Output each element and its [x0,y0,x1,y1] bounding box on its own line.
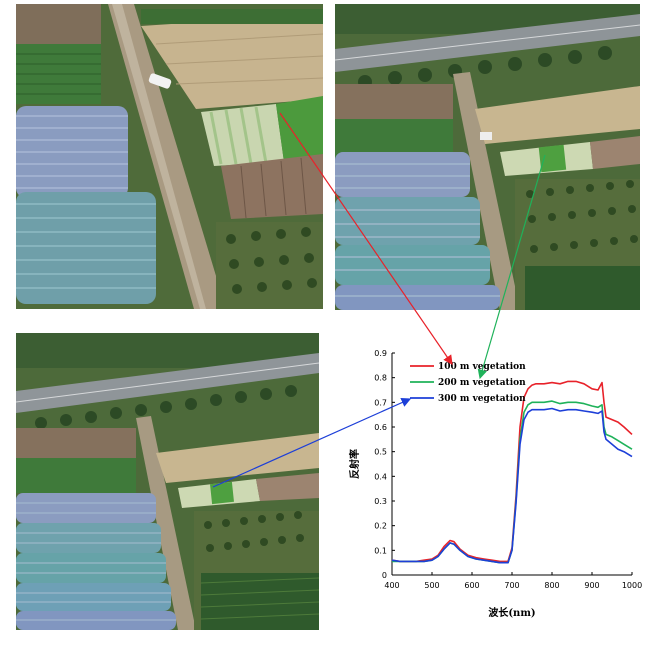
y-axis-label: 反射率 [348,449,361,479]
reflectance-chart: 400 500 600 700 800 900 1000 0 0.1 0.2 0.3 0.4 0.5 0.… [348,349,642,619]
legend-label-3: 300 m vegetation [438,394,526,404]
aerial-photo-100m [16,4,323,309]
x-tick-label: 700 [504,581,519,590]
legend-label-1: 100 m vegetation [438,362,526,372]
y-tick-label: 0.3 [374,497,387,506]
x-tick-label: 400 [384,581,399,590]
y-tick-label: 0.6 [374,423,387,432]
y-tick-label: 0.5 [374,448,387,457]
x-tick-label: 800 [544,581,559,590]
aerial-photo-200m [335,4,640,310]
y-tick-label: 0.4 [374,472,387,481]
y-tick-label: 0 [382,571,387,580]
y-tick-label: 0.8 [374,374,387,383]
x-tick-label: 1000 [622,581,642,590]
series-line-3 [391,407,633,564]
x-tick-label: 600 [464,581,479,590]
x-tick-label: 500 [424,581,439,590]
series-lines [391,380,633,564]
x-axis-label: 波长(nm) [488,606,535,619]
series-line-1 [391,380,633,563]
legend: 100 m vegetation 200 m vegetation 300 m ve… [410,362,526,404]
x-tick-label: 900 [584,581,599,590]
legend-label-2: 200 m vegetation [438,378,526,388]
y-tick-label: 0.7 [374,398,387,407]
y-tick-label: 0.2 [374,522,387,531]
y-tick-label: 0.1 [374,546,387,555]
y-tick-label: 0.9 [374,349,387,358]
aerial-photo-300m [16,333,319,630]
